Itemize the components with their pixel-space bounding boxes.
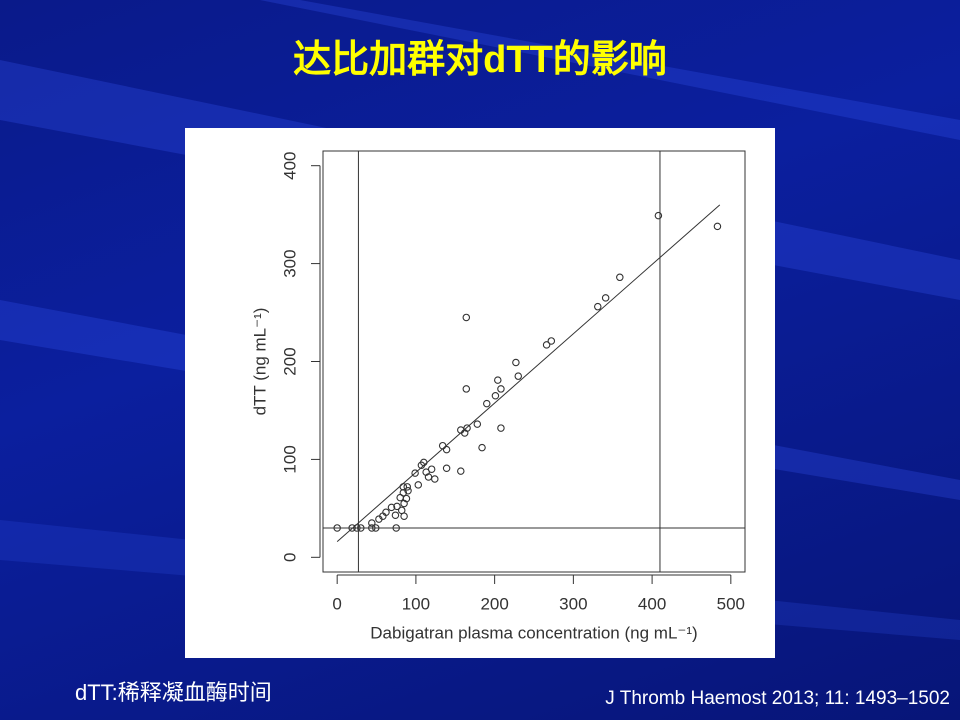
data-point — [462, 313, 471, 322]
data-point — [438, 441, 447, 450]
data-point — [414, 481, 423, 489]
data-point — [382, 508, 390, 517]
y-tick-label: 200 — [280, 347, 299, 375]
x-tick-label: 100 — [402, 594, 430, 613]
data-point — [442, 445, 451, 454]
data-point — [393, 502, 401, 511]
data-point — [542, 341, 551, 349]
data-point — [420, 458, 428, 467]
citation: J Thromb Haemost 2013; 11: 1493–1502 — [605, 688, 950, 709]
data-point — [473, 420, 482, 428]
y-tick-label: 400 — [280, 151, 299, 179]
data-point — [371, 524, 380, 532]
chart-panel — [185, 128, 775, 658]
data-point — [400, 499, 408, 508]
data-point — [357, 524, 365, 532]
data-point — [387, 503, 396, 512]
plot-box — [322, 150, 746, 573]
data-point — [457, 467, 465, 475]
data-point — [411, 469, 419, 477]
data-point — [483, 399, 491, 408]
data-point — [713, 222, 722, 231]
data-point — [494, 376, 502, 384]
data-point — [491, 392, 500, 400]
slide-title: 达比加群对dTT的影响 — [293, 39, 667, 81]
data-point — [654, 211, 663, 220]
x-tick-label: 0 — [332, 594, 341, 613]
x-tick-label: 300 — [559, 594, 587, 613]
data-point — [427, 465, 436, 473]
footnote: dTT:稀释凝血酶时间 — [75, 680, 272, 705]
data-point — [478, 443, 486, 452]
data-point — [463, 424, 471, 432]
x-axis-label: Dabigatran plasma concentration (ng mL⁻¹… — [370, 623, 697, 642]
x-tick-label: 200 — [480, 594, 508, 613]
data-point — [392, 524, 400, 532]
data-point — [497, 424, 505, 432]
data-point — [514, 372, 523, 380]
data-point — [462, 385, 471, 393]
data-point — [368, 519, 376, 527]
fit-line — [336, 204, 721, 543]
data-point — [353, 524, 361, 532]
data-point — [333, 524, 341, 532]
x-tick-label: 500 — [717, 594, 745, 613]
y-tick-label: 100 — [280, 445, 299, 473]
data-point — [442, 464, 451, 472]
data-point — [348, 524, 356, 532]
data-point — [512, 358, 520, 367]
data-point — [403, 483, 411, 491]
data-point — [497, 385, 505, 393]
data-point — [391, 511, 400, 519]
data-point — [594, 302, 602, 311]
data-point — [404, 486, 412, 495]
y-tick-label: 300 — [280, 249, 299, 277]
data-point — [601, 294, 610, 302]
data-point — [368, 524, 376, 532]
data-point — [399, 483, 408, 491]
y-tick-label: 0 — [280, 553, 299, 562]
data-point — [431, 475, 439, 483]
plot: 0 100 200 300 400 500 0 100 200 300 400 Dabigatran … — [250, 150, 746, 642]
x-tick-label: 400 — [638, 594, 666, 613]
data-point — [547, 337, 556, 345]
data-point — [400, 512, 408, 520]
data-point — [616, 273, 624, 282]
y-axis-label: dTT (ng mL⁻¹) — [250, 308, 269, 416]
